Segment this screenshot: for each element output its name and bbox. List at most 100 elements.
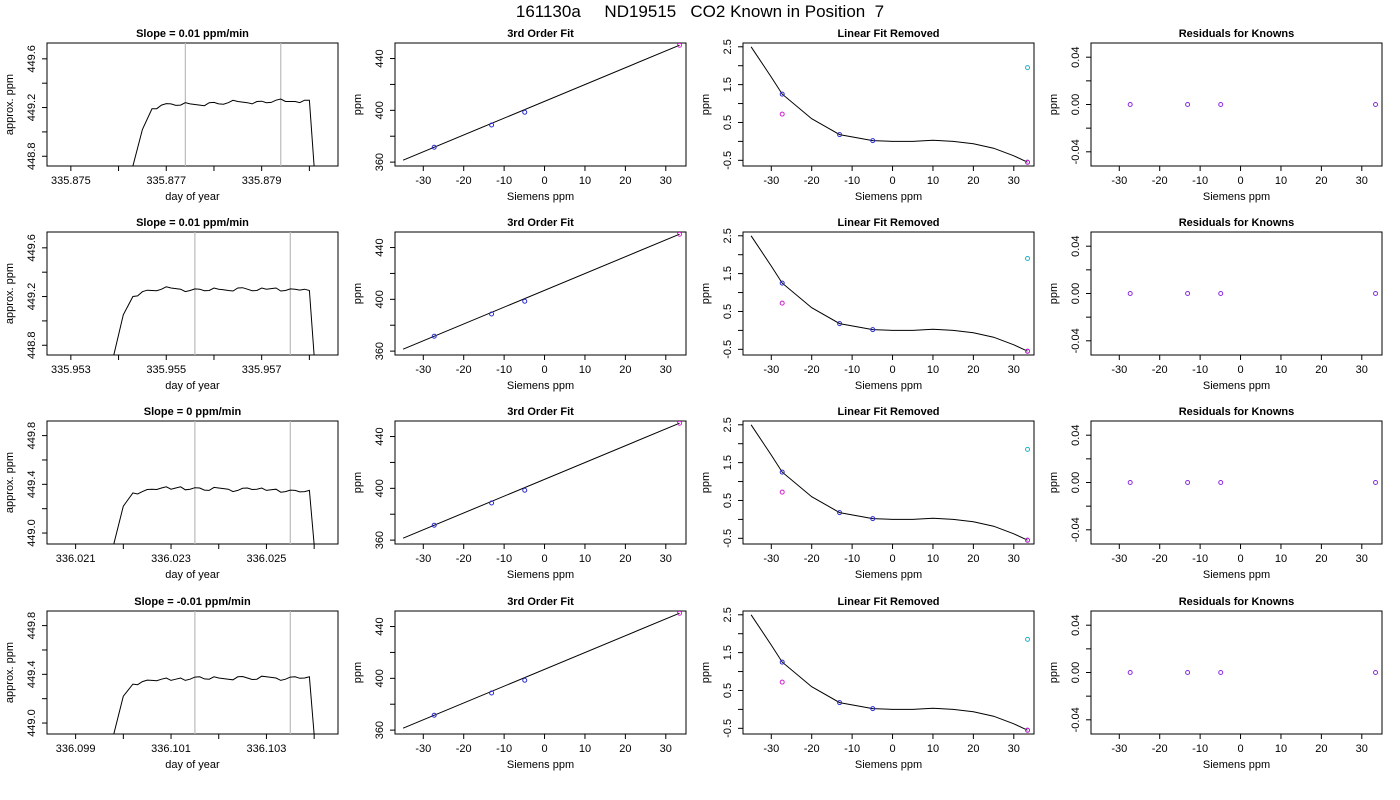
residual-point bbox=[1127, 480, 1133, 485]
y-tick-label: 0.5 bbox=[722, 493, 734, 508]
residual-point bbox=[1373, 480, 1379, 485]
y-tick-label: 400 bbox=[374, 101, 386, 119]
y-tick-label: 449.8 bbox=[26, 422, 38, 450]
x-tick-label: 20 bbox=[1315, 175, 1327, 187]
x-tick-label: 336.103 bbox=[247, 743, 287, 755]
x-tick-label: -20 bbox=[1152, 175, 1168, 187]
x-tick-label: 30 bbox=[1008, 743, 1020, 755]
y-tick-label: 0.04 bbox=[1070, 46, 1082, 67]
outlier-point bbox=[1025, 255, 1031, 261]
x-tick-label: 335.957 bbox=[242, 364, 282, 376]
y-tick-label: 449.6 bbox=[26, 45, 38, 73]
outlier-point bbox=[1025, 65, 1031, 71]
fit-point bbox=[837, 132, 843, 138]
fit-point bbox=[870, 516, 876, 522]
x-tick-label: -30 bbox=[1111, 553, 1127, 565]
x-tick-label: 10 bbox=[579, 553, 591, 565]
x-tick-label: 20 bbox=[619, 175, 631, 187]
x-axis-label: Siemens ppm bbox=[1203, 191, 1270, 203]
x-axis-label: day of year bbox=[165, 191, 220, 203]
panel-title: Linear Fit Removed bbox=[837, 596, 939, 608]
y-tick-label: 0.04 bbox=[1070, 235, 1082, 256]
series-trace bbox=[113, 675, 315, 734]
residual-point bbox=[1127, 670, 1133, 675]
x-tick-label: 20 bbox=[1315, 743, 1327, 755]
data-point bbox=[431, 144, 437, 150]
y-tick-label: 0.04 bbox=[1070, 424, 1082, 445]
y-tick-label: -0.04 bbox=[1070, 139, 1082, 164]
x-tick-label: -10 bbox=[844, 743, 860, 755]
y-axis-label: ppm bbox=[352, 472, 364, 493]
y-axis-label: ppm bbox=[1048, 283, 1060, 304]
x-tick-label: 335.955 bbox=[146, 364, 186, 376]
y-tick-label: 449.0 bbox=[26, 709, 38, 737]
y-tick-label: 0.00 bbox=[1070, 472, 1082, 493]
y-axis-label: approx. ppm bbox=[4, 642, 16, 703]
y-tick-label: -0.5 bbox=[722, 151, 734, 170]
plot-area bbox=[402, 232, 683, 350]
panel-residuals-row4: Residuals for Knowns Siemens ppm ppm -30 -20… bbox=[1048, 596, 1383, 771]
fit-curve bbox=[750, 614, 1028, 731]
x-axis-label: Siemens ppm bbox=[855, 569, 922, 581]
x-tick-label: 10 bbox=[927, 743, 939, 755]
residual-point bbox=[1218, 670, 1224, 675]
y-tick-label: 449.4 bbox=[26, 661, 38, 689]
residual-point bbox=[1218, 480, 1224, 485]
x-tick-label: 30 bbox=[660, 553, 672, 565]
y-tick-label: 2.5 bbox=[722, 39, 734, 54]
reference-point bbox=[1025, 348, 1031, 354]
x-tick-label: 30 bbox=[1008, 553, 1020, 565]
y-axis-label: ppm bbox=[352, 94, 364, 115]
fit-point bbox=[870, 706, 876, 712]
panel-title: Slope = 0.01 ppm/min bbox=[136, 28, 249, 40]
data-point bbox=[677, 611, 683, 616]
panel-title: Linear Fit Removed bbox=[837, 217, 939, 229]
x-tick-label: 20 bbox=[967, 553, 979, 565]
x-tick-label: -30 bbox=[763, 364, 779, 376]
plot-frame bbox=[1090, 610, 1383, 735]
panel-timeseries-row1: Slope = 0.01 ppm/min day of year approx. p… bbox=[4, 28, 339, 203]
x-tick-label: 30 bbox=[1356, 553, 1368, 565]
panel-fit-row2: 3rd Order Fit Siemens ppm ppm -30 -20 -10 0 10 2… bbox=[352, 217, 687, 392]
plot-frame bbox=[394, 610, 687, 735]
fit-point bbox=[870, 327, 876, 333]
data-point bbox=[489, 500, 495, 506]
data-point bbox=[431, 522, 437, 528]
x-tick-label: -20 bbox=[456, 364, 472, 376]
panel-title: Linear Fit Removed bbox=[837, 28, 939, 40]
x-tick-label: -20 bbox=[456, 743, 472, 755]
x-axis-label: Siemens ppm bbox=[1203, 380, 1270, 392]
residual-point bbox=[1218, 102, 1224, 107]
x-tick-label: -20 bbox=[456, 175, 472, 187]
y-axis-label: approx. ppm bbox=[4, 263, 16, 324]
fit-curve bbox=[750, 424, 1028, 541]
y-axis-label: ppm bbox=[1048, 662, 1060, 683]
panel-title: Slope = 0.01 ppm/min bbox=[136, 217, 249, 229]
plot-frame bbox=[742, 231, 1035, 356]
data-point bbox=[522, 298, 528, 304]
y-tick-label: 0.00 bbox=[1070, 662, 1082, 683]
x-tick-label: 0 bbox=[889, 175, 895, 187]
x-tick-label: 0 bbox=[1237, 364, 1243, 376]
y-axis-label: ppm bbox=[1048, 94, 1060, 115]
panel-timeseries-row3: Slope = 0 ppm/min day of year approx. ppm 3… bbox=[4, 406, 339, 581]
fit-point bbox=[779, 659, 785, 665]
x-axis-label: Siemens ppm bbox=[855, 759, 922, 771]
y-tick-label: 360 bbox=[374, 721, 386, 739]
x-tick-label: 30 bbox=[1356, 743, 1368, 755]
plot-frame bbox=[46, 610, 339, 735]
outlier-point bbox=[1025, 446, 1031, 452]
x-tick-label: 335.879 bbox=[242, 175, 282, 187]
x-tick-label: -10 bbox=[496, 175, 512, 187]
x-tick-label: -20 bbox=[804, 553, 820, 565]
plot-frame bbox=[394, 231, 687, 356]
x-tick-label: -30 bbox=[763, 175, 779, 187]
y-tick-label: 0.5 bbox=[722, 115, 734, 130]
y-tick-label: 2.5 bbox=[722, 607, 734, 622]
x-tick-label: 335.875 bbox=[51, 175, 91, 187]
x-tick-label: -10 bbox=[1192, 364, 1208, 376]
y-tick-label: 2.5 bbox=[722, 417, 734, 432]
x-tick-label: -30 bbox=[415, 364, 431, 376]
reference-point bbox=[779, 489, 785, 495]
